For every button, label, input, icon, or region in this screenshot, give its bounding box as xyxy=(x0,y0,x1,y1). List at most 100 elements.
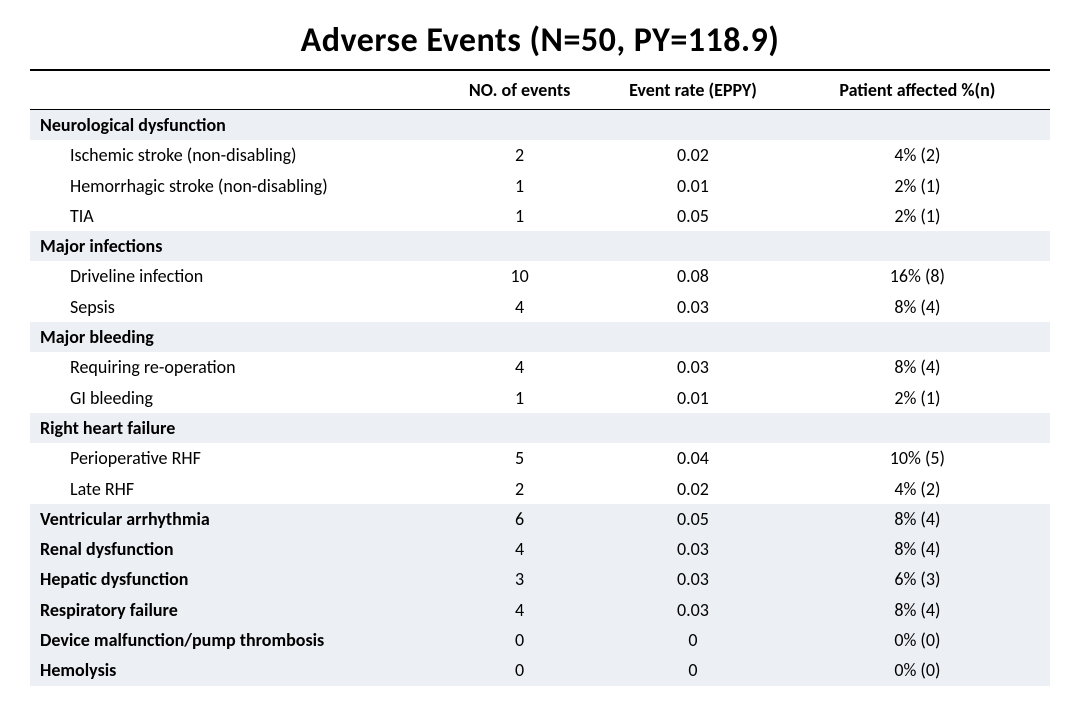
cell-empty xyxy=(438,110,601,141)
col-header-label xyxy=(30,70,438,110)
cell-events: 4 xyxy=(438,595,601,625)
col-header-affected: Patient affected %(n) xyxy=(785,70,1050,110)
row-label: Driveline infection xyxy=(30,261,438,291)
section-row: Hemolysis000% (0) xyxy=(30,655,1050,685)
row-label: Perioperative RHF xyxy=(30,443,438,473)
cell-events: 5 xyxy=(438,443,601,473)
cell-affected: 8% (4) xyxy=(785,534,1050,564)
cell-rate: 0.05 xyxy=(601,504,785,534)
section-label: Renal dysfunction xyxy=(30,534,438,564)
cell-affected: 8% (4) xyxy=(785,292,1050,322)
cell-affected: 16% (8) xyxy=(785,261,1050,291)
table-row: TIA10.052% (1) xyxy=(30,201,1050,231)
cell-empty xyxy=(785,322,1050,352)
cell-empty xyxy=(601,231,785,261)
cell-affected: 6% (3) xyxy=(785,564,1050,594)
row-label: Ischemic stroke (non-disabling) xyxy=(30,140,438,170)
section-row: Neurological dysfunction xyxy=(30,110,1050,141)
cell-affected: 4% (2) xyxy=(785,140,1050,170)
cell-rate: 0.03 xyxy=(601,564,785,594)
cell-empty xyxy=(785,231,1050,261)
cell-empty xyxy=(601,413,785,443)
cell-events: 0 xyxy=(438,625,601,655)
row-label: Late RHF xyxy=(30,474,438,504)
cell-affected: 0% (0) xyxy=(785,655,1050,685)
cell-empty xyxy=(785,413,1050,443)
cell-affected: 8% (4) xyxy=(785,504,1050,534)
cell-affected: 8% (4) xyxy=(785,352,1050,382)
col-header-rate: Event rate (EPPY) xyxy=(601,70,785,110)
table-row: Perioperative RHF50.0410% (5) xyxy=(30,443,1050,473)
section-row: Device malfunction/pump thrombosis000% (… xyxy=(30,625,1050,655)
row-label: GI bleeding xyxy=(30,383,438,413)
section-row: Right heart failure xyxy=(30,413,1050,443)
cell-rate: 0.03 xyxy=(601,352,785,382)
cell-events: 2 xyxy=(438,474,601,504)
cell-affected: 2% (1) xyxy=(785,171,1050,201)
cell-rate: 0.03 xyxy=(601,292,785,322)
section-label: Hepatic dysfunction xyxy=(30,564,438,594)
section-row: Major bleeding xyxy=(30,322,1050,352)
cell-affected: 0% (0) xyxy=(785,625,1050,655)
cell-empty xyxy=(601,322,785,352)
cell-empty xyxy=(438,322,601,352)
cell-rate: 0.03 xyxy=(601,595,785,625)
table-header-row: NO. of events Event rate (EPPY) Patient … xyxy=(30,70,1050,110)
section-row: Respiratory failure40.038% (4) xyxy=(30,595,1050,625)
cell-empty xyxy=(438,231,601,261)
cell-affected: 10% (5) xyxy=(785,443,1050,473)
cell-affected: 2% (1) xyxy=(785,383,1050,413)
cell-events: 4 xyxy=(438,534,601,564)
cell-rate: 0.08 xyxy=(601,261,785,291)
cell-events: 10 xyxy=(438,261,601,291)
cell-rate: 0.05 xyxy=(601,201,785,231)
cell-affected: 2% (1) xyxy=(785,201,1050,231)
section-row: Renal dysfunction40.038% (4) xyxy=(30,534,1050,564)
cell-events: 1 xyxy=(438,201,601,231)
cell-events: 4 xyxy=(438,352,601,382)
cell-events: 4 xyxy=(438,292,601,322)
row-label: Hemorrhagic stroke (non-disabling) xyxy=(30,171,438,201)
cell-rate: 0.04 xyxy=(601,443,785,473)
cell-rate: 0.02 xyxy=(601,140,785,170)
cell-events: 3 xyxy=(438,564,601,594)
section-label: Respiratory failure xyxy=(30,595,438,625)
section-label: Right heart failure xyxy=(30,413,438,443)
cell-rate: 0 xyxy=(601,655,785,685)
adverse-events-table: NO. of events Event rate (EPPY) Patient … xyxy=(30,69,1050,686)
cell-events: 6 xyxy=(438,504,601,534)
table-row: Hemorrhagic stroke (non-disabling)10.012… xyxy=(30,171,1050,201)
table-row: Requiring re-operation40.038% (4) xyxy=(30,352,1050,382)
cell-empty xyxy=(785,110,1050,141)
cell-affected: 4% (2) xyxy=(785,474,1050,504)
section-label: Neurological dysfunction xyxy=(30,110,438,141)
col-header-events: NO. of events xyxy=(438,70,601,110)
table-row: Driveline infection100.0816% (8) xyxy=(30,261,1050,291)
row-label: Requiring re-operation xyxy=(30,352,438,382)
cell-empty xyxy=(601,110,785,141)
cell-events: 1 xyxy=(438,171,601,201)
section-row: Ventricular arrhythmia60.058% (4) xyxy=(30,504,1050,534)
cell-rate: 0.03 xyxy=(601,534,785,564)
table-row: GI bleeding10.012% (1) xyxy=(30,383,1050,413)
cell-rate: 0 xyxy=(601,625,785,655)
row-label: Sepsis xyxy=(30,292,438,322)
section-label: Major bleeding xyxy=(30,322,438,352)
cell-empty xyxy=(438,413,601,443)
cell-rate: 0.02 xyxy=(601,474,785,504)
section-row: Hepatic dysfunction30.036% (3) xyxy=(30,564,1050,594)
section-label: Major infections xyxy=(30,231,438,261)
section-row: Major infections xyxy=(30,231,1050,261)
table-row: Ischemic stroke (non-disabling)20.024% (… xyxy=(30,140,1050,170)
page-title: Adverse Events (N=50, PY=118.9) xyxy=(30,20,1050,61)
cell-rate: 0.01 xyxy=(601,171,785,201)
row-label: TIA xyxy=(30,201,438,231)
cell-affected: 8% (4) xyxy=(785,595,1050,625)
section-label: Device malfunction/pump thrombosis xyxy=(30,625,438,655)
section-label: Ventricular arrhythmia xyxy=(30,504,438,534)
cell-events: 2 xyxy=(438,140,601,170)
table-row: Sepsis40.038% (4) xyxy=(30,292,1050,322)
cell-events: 1 xyxy=(438,383,601,413)
cell-events: 0 xyxy=(438,655,601,685)
section-label: Hemolysis xyxy=(30,655,438,685)
